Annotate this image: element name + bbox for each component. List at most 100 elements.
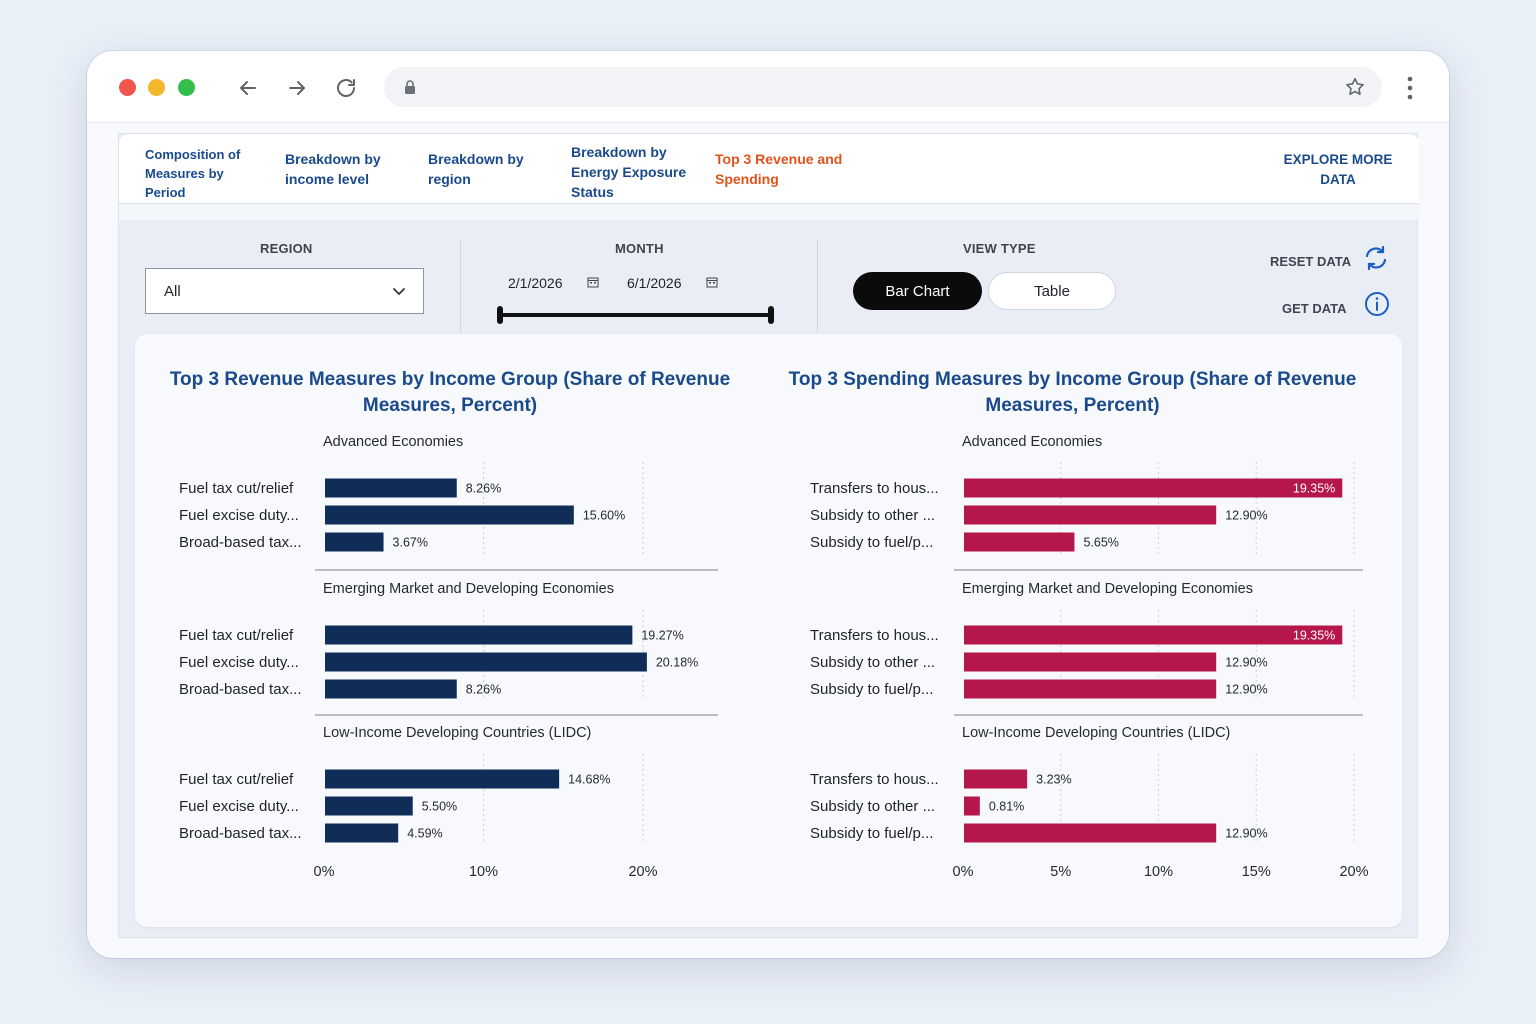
spending-category-label: Transfers to hous... <box>810 480 939 497</box>
revenue-group-label: Advanced Economies <box>323 434 463 450</box>
reload-icon[interactable] <box>331 73 361 103</box>
revenue-category-label: Fuel tax cut/relief <box>179 771 294 788</box>
spending-data-label: 19.35% <box>1293 482 1335 496</box>
spending-data-label: 0.81% <box>989 800 1024 814</box>
revenue-data-label: 8.26% <box>466 683 501 697</box>
revenue-x-tick-label: 20% <box>628 864 657 880</box>
spending-chart-title: Top 3 Spending Measures by Income Group … <box>788 369 1357 416</box>
explore-more-data-link[interactable]: EXPLORE MORE DATA <box>1283 152 1393 187</box>
spending-x-tick-label: 15% <box>1242 864 1271 880</box>
slider-end-handle[interactable] <box>768 306 774 324</box>
spending-bar <box>964 505 1217 525</box>
spending-data-label: 12.90% <box>1225 827 1267 841</box>
browser-toolbar <box>87 51 1449 123</box>
tab-income-level[interactable]: Breakdown by income level <box>285 151 381 187</box>
spending-category-label: Subsidy to fuel/p... <box>810 534 933 551</box>
forward-arrow-icon[interactable] <box>282 73 312 103</box>
revenue-category-label: Broad-based tax... <box>179 534 302 551</box>
spending-category-label: Subsidy to fuel/p... <box>810 681 933 698</box>
spending-category-label: Transfers to hous... <box>810 771 939 788</box>
maximize-window-dot[interactable] <box>178 79 195 96</box>
spending-x-tick-label: 20% <box>1339 864 1368 880</box>
filter-divider <box>460 240 461 332</box>
revenue-category-label: Fuel excise duty... <box>179 654 299 671</box>
end-calendar-icon[interactable] <box>706 275 718 288</box>
spending-data-label: 19.35% <box>1293 629 1335 643</box>
spending-category-label: Subsidy to fuel/p... <box>810 825 933 842</box>
spending-x-tick-label: 0% <box>953 864 974 880</box>
revenue-data-label: 8.26% <box>466 482 501 496</box>
spending-group-label: Low-Income Developing Countries (LIDC) <box>962 725 1230 741</box>
spending-category-label: Subsidy to other ... <box>810 654 935 671</box>
filter-bar: REGION All MONTH 2/1/2026 6/1/2026 VIEW … <box>119 220 1419 332</box>
month-range-slider[interactable] <box>499 313 771 317</box>
browser-window: Composition of Measures by Period Breakd… <box>87 51 1449 958</box>
revenue-category-label: Fuel tax cut/relief <box>179 627 294 644</box>
spending-data-label: 3.23% <box>1036 773 1071 787</box>
tab-region[interactable]: Breakdown by region <box>428 151 524 187</box>
revenue-category-label: Fuel tax cut/relief <box>179 480 294 497</box>
region-label: REGION <box>260 241 313 256</box>
revenue-x-tick-label: 10% <box>469 864 498 880</box>
report-tabs: Composition of Measures by Period Breakd… <box>119 134 1419 204</box>
spending-data-label: 12.90% <box>1225 509 1267 523</box>
region-dropdown[interactable]: All <box>145 268 424 314</box>
reset-data-label[interactable]: RESET DATA <box>1270 254 1352 269</box>
revenue-category-label: Broad-based tax... <box>179 825 302 842</box>
spending-bar <box>964 532 1075 552</box>
tab-composition[interactable]: Composition of Measures by Period <box>145 147 241 200</box>
address-bar[interactable] <box>384 67 1382 107</box>
revenue-group-label: Low-Income Developing Countries (LIDC) <box>323 725 591 741</box>
revenue-data-label: 15.60% <box>583 509 625 523</box>
refresh-icon[interactable] <box>1362 244 1390 272</box>
revenue-data-label: 20.18% <box>656 656 698 670</box>
revenue-data-label: 3.67% <box>393 536 428 550</box>
revenue-bar <box>325 532 384 552</box>
revenue-bar <box>325 823 399 843</box>
bookmark-star-icon[interactable] <box>1344 76 1366 98</box>
region-value: All <box>164 282 181 300</box>
spending-bar <box>964 652 1217 672</box>
start-date[interactable]: 2/1/2026 <box>508 275 563 291</box>
spending-category-label: Subsidy to other ... <box>810 798 935 815</box>
revenue-group-label: Emerging Market and Developing Economies <box>323 581 614 597</box>
slider-start-handle[interactable] <box>497 306 503 324</box>
start-calendar-icon[interactable] <box>587 275 599 288</box>
tab-top3[interactable]: Top 3 Revenue and Spending <box>715 151 843 187</box>
spending-bar <box>964 679 1217 699</box>
revenue-category-label: Broad-based tax... <box>179 681 302 698</box>
spending-x-tick-label: 10% <box>1144 864 1173 880</box>
spending-bar <box>964 625 1343 645</box>
revenue-data-label: 14.68% <box>568 773 610 787</box>
get-data-label[interactable]: GET DATA <box>1282 301 1347 316</box>
revenue-chart-title: Top 3 Revenue Measures by Income Group (… <box>169 369 731 416</box>
spending-data-label: 12.90% <box>1225 656 1267 670</box>
tab-strip-spacer <box>119 204 1419 220</box>
info-icon[interactable] <box>1364 291 1390 317</box>
spending-category-label: Transfers to hous... <box>810 627 939 644</box>
spending-data-label: 12.90% <box>1225 683 1267 697</box>
more-menu-icon[interactable] <box>1400 75 1420 101</box>
table-button[interactable]: Table <box>988 272 1116 310</box>
revenue-bar <box>325 505 574 525</box>
tab-energy-exposure[interactable]: Breakdown by Energy Exposure Status <box>571 144 687 200</box>
spending-group-label: Advanced Economies <box>962 434 1102 450</box>
revenue-bar <box>325 679 457 699</box>
view-type-label: VIEW TYPE <box>963 241 1036 256</box>
revenue-bar <box>325 769 560 789</box>
revenue-bar <box>325 652 647 672</box>
close-window-dot[interactable] <box>119 79 136 96</box>
dashboard-content: Composition of Measures by Period Breakd… <box>118 133 1419 938</box>
revenue-x-tick-label: 0% <box>314 864 335 880</box>
revenue-bar <box>325 625 633 645</box>
revenue-bar <box>325 796 413 816</box>
end-date[interactable]: 6/1/2026 <box>627 275 682 291</box>
spending-data-label: 5.65% <box>1083 536 1118 550</box>
spending-bar <box>964 478 1343 498</box>
lock-icon <box>402 79 418 95</box>
minimize-window-dot[interactable] <box>148 79 165 96</box>
revenue-category-label: Fuel excise duty... <box>179 507 299 524</box>
back-arrow-icon[interactable] <box>233 73 263 103</box>
bar-chart-button[interactable]: Bar Chart <box>853 272 982 310</box>
revenue-data-label: 4.59% <box>407 827 442 841</box>
